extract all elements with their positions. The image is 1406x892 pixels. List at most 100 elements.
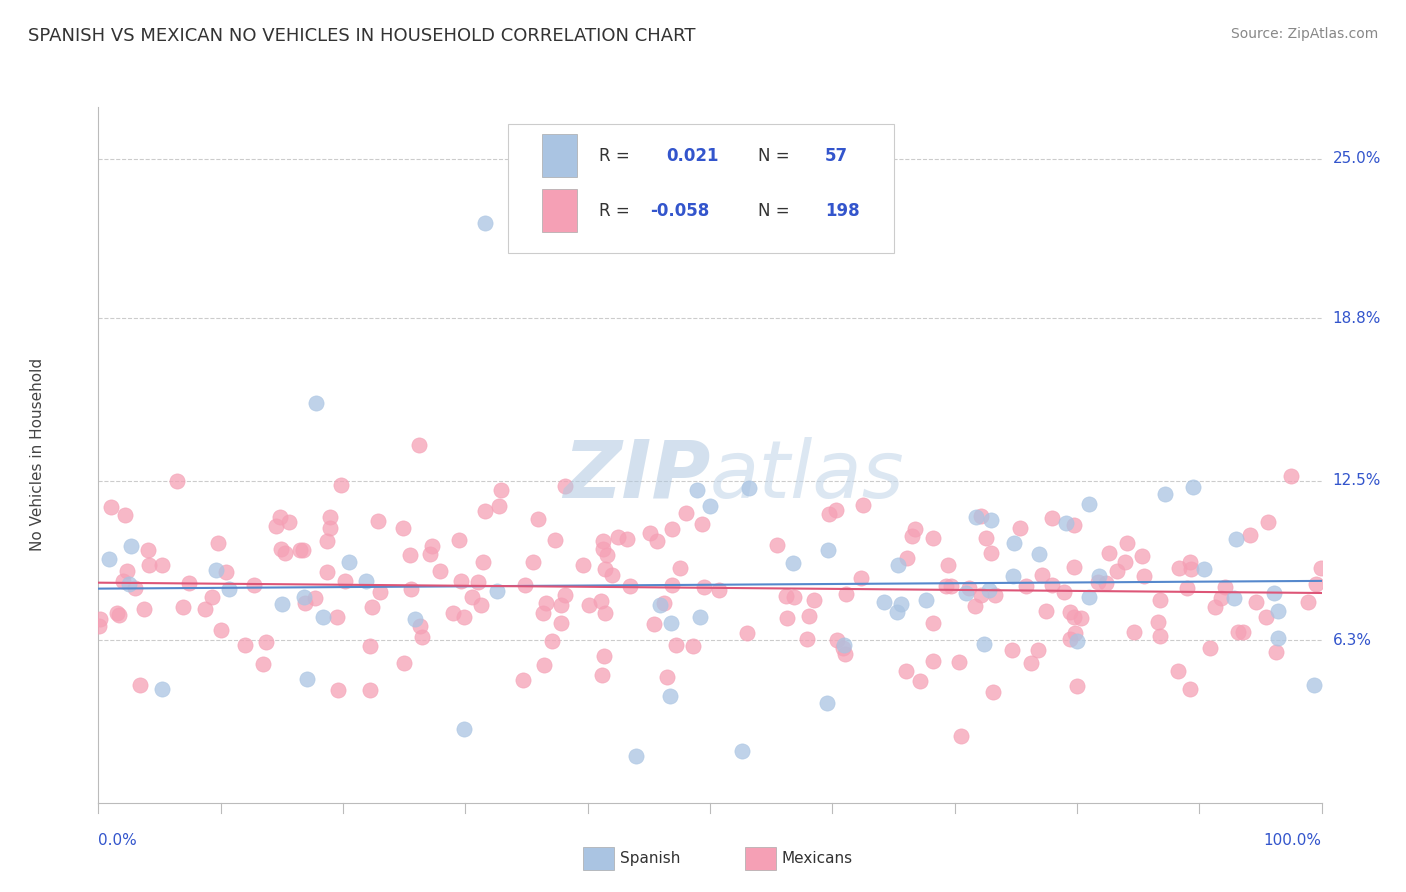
Point xyxy=(533,658,555,673)
Text: N =: N = xyxy=(758,147,789,165)
Point xyxy=(531,607,554,621)
Point xyxy=(359,640,381,654)
Text: 100.0%: 100.0% xyxy=(1264,833,1322,848)
Point xyxy=(1059,605,1081,619)
Point xyxy=(1063,610,1085,624)
Point xyxy=(818,507,841,521)
Point xyxy=(124,581,146,595)
Point xyxy=(796,632,818,647)
Point xyxy=(254,635,277,649)
Point xyxy=(404,612,426,626)
Point xyxy=(1305,576,1327,591)
Point xyxy=(453,609,475,624)
Point xyxy=(408,437,430,451)
Point xyxy=(886,605,908,619)
Point xyxy=(399,582,422,596)
Point xyxy=(922,532,945,546)
Point xyxy=(1180,555,1202,569)
Point xyxy=(527,511,550,525)
Point xyxy=(290,543,312,558)
Text: Spanish: Spanish xyxy=(620,852,681,866)
Point xyxy=(252,657,274,671)
Text: 0.021: 0.021 xyxy=(666,147,718,165)
Point xyxy=(973,637,995,651)
Point xyxy=(114,508,136,523)
Point xyxy=(392,521,415,535)
Point xyxy=(817,543,839,558)
Point xyxy=(1008,521,1031,535)
Point xyxy=(939,579,962,593)
Point xyxy=(766,538,789,552)
Point xyxy=(370,584,392,599)
Point xyxy=(1267,632,1289,646)
Point xyxy=(450,574,472,589)
Point xyxy=(1257,515,1279,529)
Point xyxy=(209,624,232,638)
Point xyxy=(1114,555,1136,569)
Point xyxy=(408,619,430,633)
Point xyxy=(1002,569,1025,583)
Point xyxy=(1105,564,1128,578)
Point xyxy=(1167,561,1189,575)
Point xyxy=(1063,559,1085,574)
Point xyxy=(1199,641,1222,656)
Text: atlas: atlas xyxy=(710,437,905,515)
Point xyxy=(488,499,510,513)
Point xyxy=(201,590,224,604)
Point xyxy=(1265,645,1288,659)
Point xyxy=(775,589,797,603)
Point xyxy=(825,503,848,517)
Point xyxy=(979,583,1001,598)
Point xyxy=(1175,581,1198,595)
Point xyxy=(1054,516,1077,530)
Point xyxy=(471,555,494,569)
Point xyxy=(955,586,977,600)
Point xyxy=(1298,595,1320,609)
Point xyxy=(278,515,301,529)
Point xyxy=(1263,586,1285,600)
Point xyxy=(737,481,759,495)
Point xyxy=(655,670,678,684)
Point xyxy=(782,590,804,604)
Point xyxy=(1227,624,1250,639)
Point xyxy=(328,683,350,698)
Point xyxy=(485,584,508,599)
Point xyxy=(921,616,943,631)
Text: ZIP: ZIP xyxy=(562,437,710,515)
Point xyxy=(136,542,159,557)
Point xyxy=(305,396,328,410)
Point xyxy=(550,615,572,630)
Point xyxy=(650,598,672,612)
Point xyxy=(834,647,856,661)
Point xyxy=(312,610,335,624)
Point xyxy=(1149,593,1171,607)
Point xyxy=(1088,569,1111,583)
Point xyxy=(399,548,422,562)
Point xyxy=(1149,630,1171,644)
Point xyxy=(461,590,484,604)
Point xyxy=(419,547,441,561)
Point xyxy=(980,513,1002,527)
Point xyxy=(319,510,342,524)
Point xyxy=(693,580,716,594)
Point xyxy=(304,591,326,605)
Point xyxy=(799,609,821,624)
Text: 198: 198 xyxy=(825,202,859,219)
Point xyxy=(354,574,377,588)
Point xyxy=(1267,604,1289,618)
Point xyxy=(640,526,662,541)
Point xyxy=(515,578,537,592)
Point xyxy=(1035,604,1057,618)
Point xyxy=(1040,511,1063,525)
Point xyxy=(593,607,616,621)
Point xyxy=(316,566,339,580)
Point xyxy=(984,588,1007,602)
Point xyxy=(896,551,918,566)
Point xyxy=(330,478,353,492)
Point xyxy=(316,533,339,548)
Point xyxy=(1256,609,1278,624)
Point xyxy=(512,673,534,687)
Point xyxy=(392,656,415,670)
Text: -0.058: -0.058 xyxy=(650,202,710,219)
Point xyxy=(735,625,758,640)
